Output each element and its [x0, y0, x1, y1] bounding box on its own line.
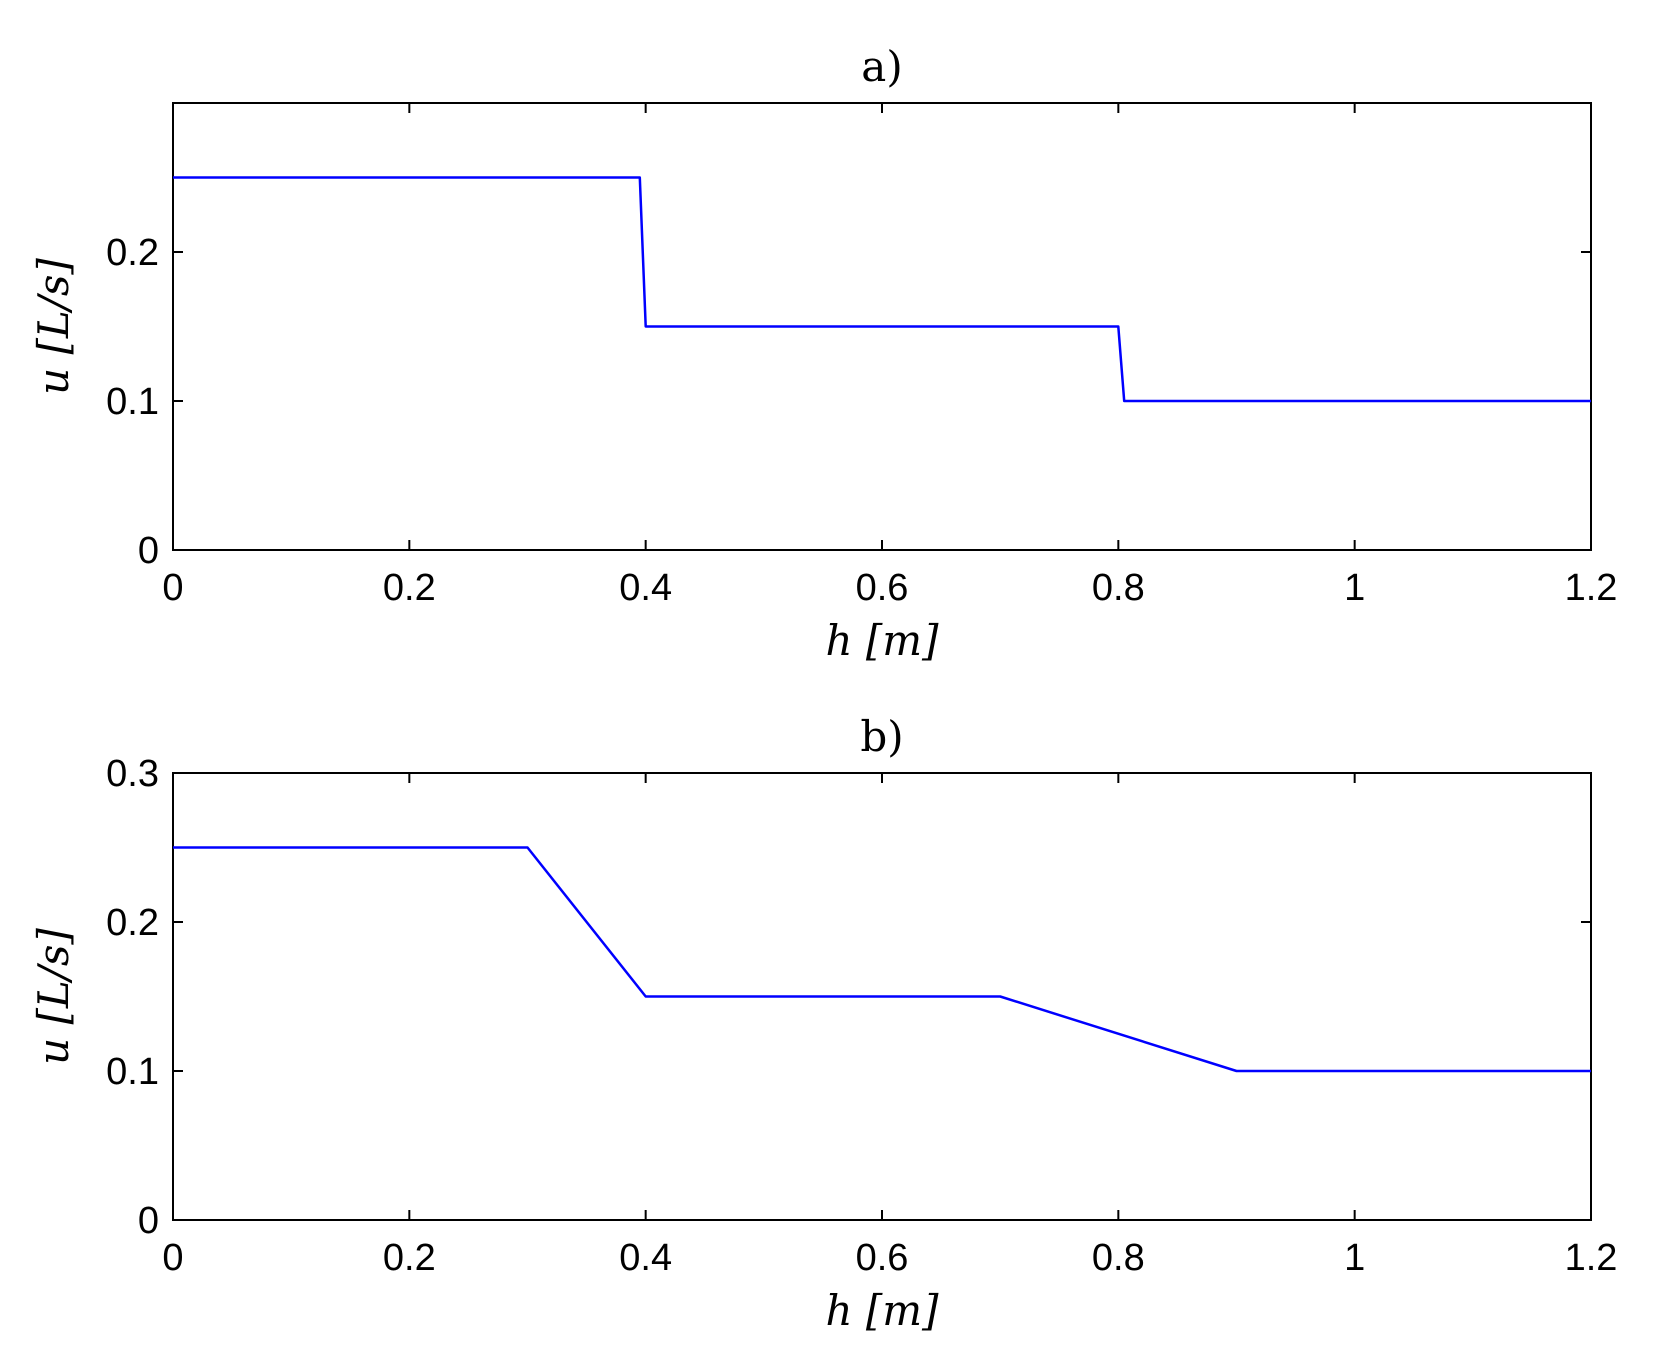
panel-title: b): [860, 712, 903, 761]
x-axis-title: h [m]: [826, 1286, 940, 1335]
y-tick-label: 0: [138, 530, 159, 572]
y-tick-label: 0.1: [106, 381, 159, 423]
y-tick-label: 0.1: [106, 1051, 159, 1093]
x-tick-label: 0.8: [1092, 567, 1145, 609]
y-tick-label: 0.2: [106, 232, 159, 274]
series-line: [173, 176, 1591, 403]
x-tick-label: 0: [162, 1237, 183, 1279]
y-tick-label: 0.3: [106, 753, 159, 795]
x-tick-label: 0.8: [1092, 1237, 1145, 1279]
x-tick-label: 1: [1344, 1237, 1365, 1279]
y-tick-label: 0.2: [106, 902, 159, 944]
x-tick-label: 1.2: [1565, 567, 1618, 609]
x-tick-label: 0.4: [619, 567, 672, 609]
x-tick-label: 1.2: [1565, 1237, 1618, 1279]
x-tick-label: 0.6: [856, 567, 909, 609]
series-line: [173, 846, 1591, 1073]
x-tick-label: 0.6: [856, 1237, 909, 1279]
y-tick-label: 0: [138, 1200, 159, 1242]
x-tick-label: 0.4: [619, 1237, 672, 1279]
y-axis-title: u [L/s]: [29, 258, 78, 395]
x-tick-label: 0.2: [383, 567, 436, 609]
panel-title: a): [861, 42, 902, 91]
x-axis-title: h [m]: [826, 616, 940, 665]
x-tick-label: 1: [1344, 567, 1365, 609]
chart-panel-b: 0 0.2 0.4 0.6 0.8 1 1.2 0 0.1 0.2 0.3 b) h [m] u [L/s…: [29, 712, 1617, 1335]
y-axis-title: u [L/s]: [29, 928, 78, 1065]
chart-panel-a: 0 0.2 0.4 0.6 0.8 1 1.2 0 0.1 0.2 a) h [m] u [L/s]: [29, 42, 1617, 665]
x-tick-label: 0: [162, 567, 183, 609]
x-tick-label: 0.2: [383, 1237, 436, 1279]
